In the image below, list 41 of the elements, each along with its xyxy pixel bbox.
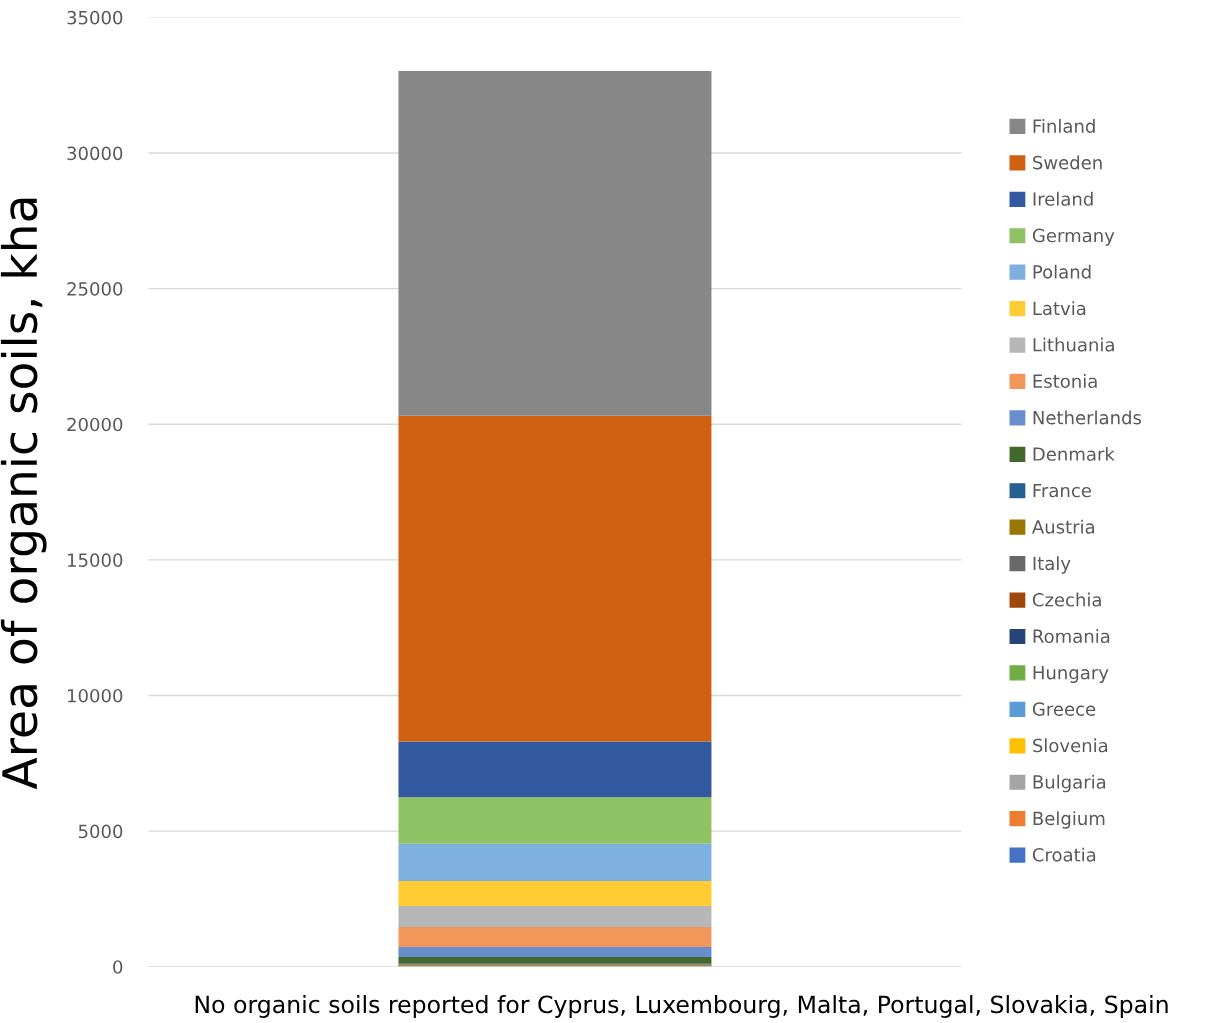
legend-label: Austria	[1032, 519, 1095, 534]
legend-label: Greece	[1032, 702, 1096, 716]
bar	[398, 415, 712, 742]
bar	[398, 70, 712, 416]
legend-label: Latvia	[1033, 301, 1086, 316]
y-tick-label: 25000	[67, 282, 123, 296]
legend-label: Slovenia	[1033, 738, 1108, 753]
legend-label: Denmark	[1033, 446, 1115, 461]
bar	[398, 881, 712, 907]
legend-label: Finland	[1033, 119, 1095, 133]
bar	[398, 906, 712, 927]
legend-label: Bulgaria	[1033, 774, 1106, 793]
legend-label: Poland	[1033, 264, 1091, 279]
y-tick-label: 30000	[67, 146, 123, 161]
y-tick-label: 35000	[67, 10, 123, 25]
legend-label: Romania	[1033, 629, 1110, 644]
bar	[398, 957, 712, 964]
legend-label: Croatia	[1032, 847, 1096, 862]
y-axis-title: Area of organic soils, kha	[0, 198, 47, 790]
bar	[398, 926, 712, 948]
bar	[398, 797, 712, 844]
y-tick-label: 15000	[68, 553, 123, 567]
legend-label: Estonia	[1033, 374, 1097, 388]
legend-label: Germany	[1032, 228, 1115, 246]
bar	[398, 947, 712, 958]
y-tick-label: 10000	[68, 688, 123, 703]
legend-label: Hungary	[1033, 666, 1109, 683]
legend-label: Lithuania	[1033, 337, 1114, 352]
legend-label: Czechia	[1032, 592, 1101, 607]
legend-label: Italy	[1033, 556, 1071, 574]
legend-label: Ireland	[1033, 191, 1093, 206]
legend-label: Belgium	[1033, 811, 1105, 829]
text: No organic soils reported for Cyprus, Luxembourg, Malta, Portugal, Slovakia, Spain	[195, 995, 1168, 1018]
y-tick-label: 20000	[67, 417, 123, 432]
bar	[398, 741, 712, 798]
y-tick-label: 5000	[78, 824, 123, 839]
legend-label: Netherlands	[1033, 410, 1142, 425]
bar	[398, 843, 712, 882]
legend-label: France	[1033, 483, 1091, 498]
y-tick-label: 0	[113, 960, 123, 974]
legend-label: Sweden	[1033, 155, 1102, 170]
